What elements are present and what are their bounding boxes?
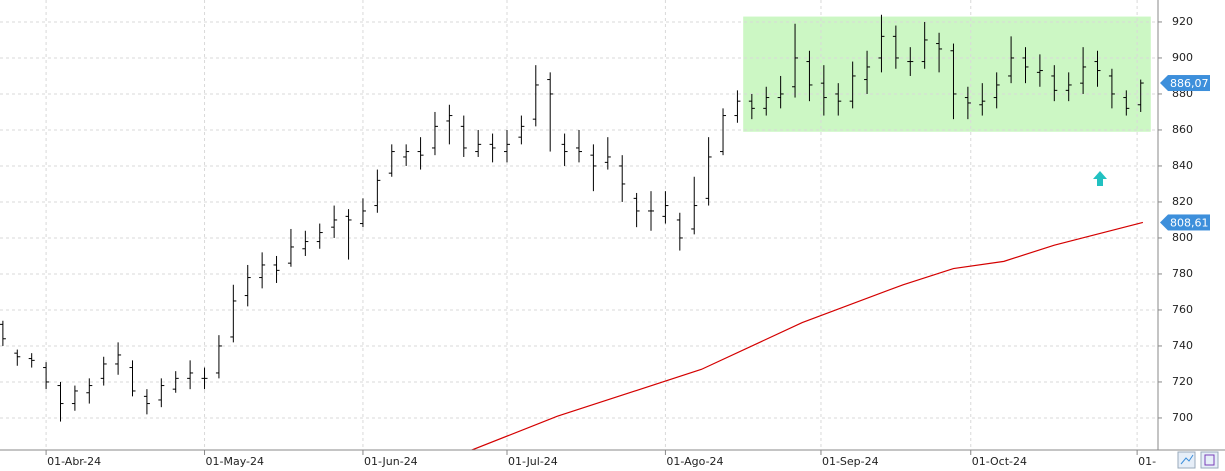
save-icon-glyph <box>1204 454 1215 466</box>
chart-icon-glyph <box>1180 454 1194 465</box>
x-tick-label: 01-Abr-24 <box>47 455 101 468</box>
y-tick-label: 840 <box>1172 159 1193 172</box>
y-tick-label: 720 <box>1172 375 1193 388</box>
up-arrow <box>1093 171 1107 186</box>
y-tick-label: 920 <box>1172 15 1193 28</box>
y-tick-label: 780 <box>1172 267 1193 280</box>
x-tick-label: 01- <box>1138 455 1156 468</box>
moving-average-line <box>470 221 1144 450</box>
x-tick-label: 01-Jun-24 <box>364 455 418 468</box>
y-tick-label: 860 <box>1172 123 1193 136</box>
price-label-pointer <box>1160 214 1168 231</box>
x-tick-label: 01-Ago-24 <box>666 455 723 468</box>
y-tick-label: 740 <box>1172 339 1193 352</box>
y-tick-label: 820 <box>1172 195 1193 208</box>
x-tick-label: 01-Oct-24 <box>972 455 1027 468</box>
y-tick-label: 800 <box>1172 231 1193 244</box>
price-label: 808,61 <box>1170 216 1209 229</box>
y-tick-label: 900 <box>1172 51 1193 64</box>
highlight-zone <box>743 16 1151 132</box>
chart-icon[interactable] <box>1177 451 1196 469</box>
price-label-box <box>1168 75 1210 92</box>
price-label: 886,07 <box>1170 77 1209 90</box>
price-label-box <box>1168 214 1210 231</box>
y-tick-label: 700 <box>1172 411 1193 424</box>
x-tick-label: 01-Jul-24 <box>508 455 558 468</box>
x-tick-label: 01-Sep-24 <box>822 455 879 468</box>
x-tick-label: 01-May-24 <box>206 455 264 468</box>
y-tick-label: 760 <box>1172 303 1193 316</box>
save-icon[interactable] <box>1200 451 1219 469</box>
plot-area <box>0 0 1158 450</box>
price-label-pointer <box>1160 75 1168 92</box>
